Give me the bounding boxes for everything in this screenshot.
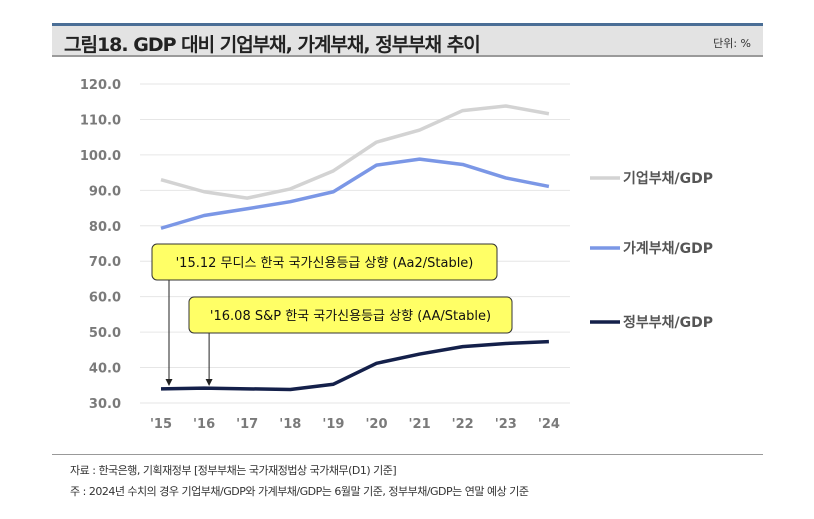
unit-label: 단위: % <box>713 37 751 50</box>
legend-label: 정부부채/GDP <box>623 314 713 331</box>
y-tick-label: 90.0 <box>89 184 121 199</box>
annotation-box <box>188 296 513 334</box>
y-tick-label: 110.0 <box>80 113 121 128</box>
y-tick-label: 60.0 <box>89 291 121 306</box>
x-tick-label: '20 <box>365 417 387 432</box>
y-tick-label: 100.0 <box>80 149 121 164</box>
footnote: 주 : 2024년 수치의 경우 기업부채/GDP와 가계부채/GDP는 6월말… <box>70 485 529 498</box>
x-tick-label: '15 <box>150 417 172 432</box>
x-tick-label: '23 <box>495 417 517 432</box>
source-note: 자료 : 한국은행, 기획재정부 [정부부채는 국가재정법상 국가채무(D1) … <box>70 464 397 477</box>
y-tick-label: 70.0 <box>89 255 121 270</box>
chart-title: 그림18. GDP 대비 기업부채, 가계부채, 정부부채 추이 <box>64 34 481 56</box>
x-tick-label: '22 <box>452 417 474 432</box>
x-tick-label: '19 <box>322 417 344 432</box>
series-line-1 <box>160 157 550 230</box>
annotation-text: '16.08 S&P 한국 국가신용등급 상향 (AA/Stable) <box>210 309 491 324</box>
x-tick-label: '21 <box>409 417 431 432</box>
footer-divider <box>52 454 763 455</box>
arrow-head-icon <box>205 379 213 386</box>
x-tick-label: '18 <box>279 417 301 432</box>
legend-label: 가계부채/GDP <box>623 241 713 257</box>
legend-label: 기업부채/GDP <box>623 171 713 187</box>
y-tick-label: 40.0 <box>89 362 121 377</box>
y-tick-label: 30.0 <box>89 397 121 412</box>
series-line-0 <box>160 104 550 200</box>
figure-header: 그림18. GDP 대비 기업부채, 가계부채, 정부부채 추이 단위: % <box>52 23 763 57</box>
y-tick-label: 80.0 <box>89 220 121 235</box>
arrow-head-icon <box>165 379 173 386</box>
x-tick-label: '16 <box>193 417 215 432</box>
annotation-text: '15.12 무디스 한국 국가신용등급 상향 (Aa2/Stable) <box>176 256 474 271</box>
x-tick-label: '24 <box>538 417 560 432</box>
x-tick-label: '17 <box>236 417 258 432</box>
series-line-2 <box>160 339 549 392</box>
y-tick-label: 120.0 <box>80 78 121 93</box>
annotation-box <box>151 243 498 281</box>
y-tick-label: 50.0 <box>89 326 121 341</box>
